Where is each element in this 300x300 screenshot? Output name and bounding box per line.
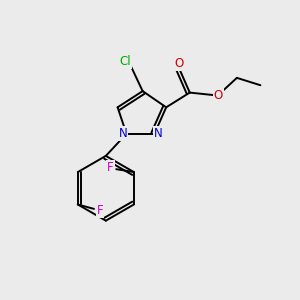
Text: N: N [154,127,162,140]
Text: F: F [107,161,114,174]
Text: Cl: Cl [120,55,131,68]
Text: N: N [118,127,127,140]
Text: O: O [214,89,223,102]
Text: F: F [97,204,103,217]
Text: O: O [175,57,184,70]
